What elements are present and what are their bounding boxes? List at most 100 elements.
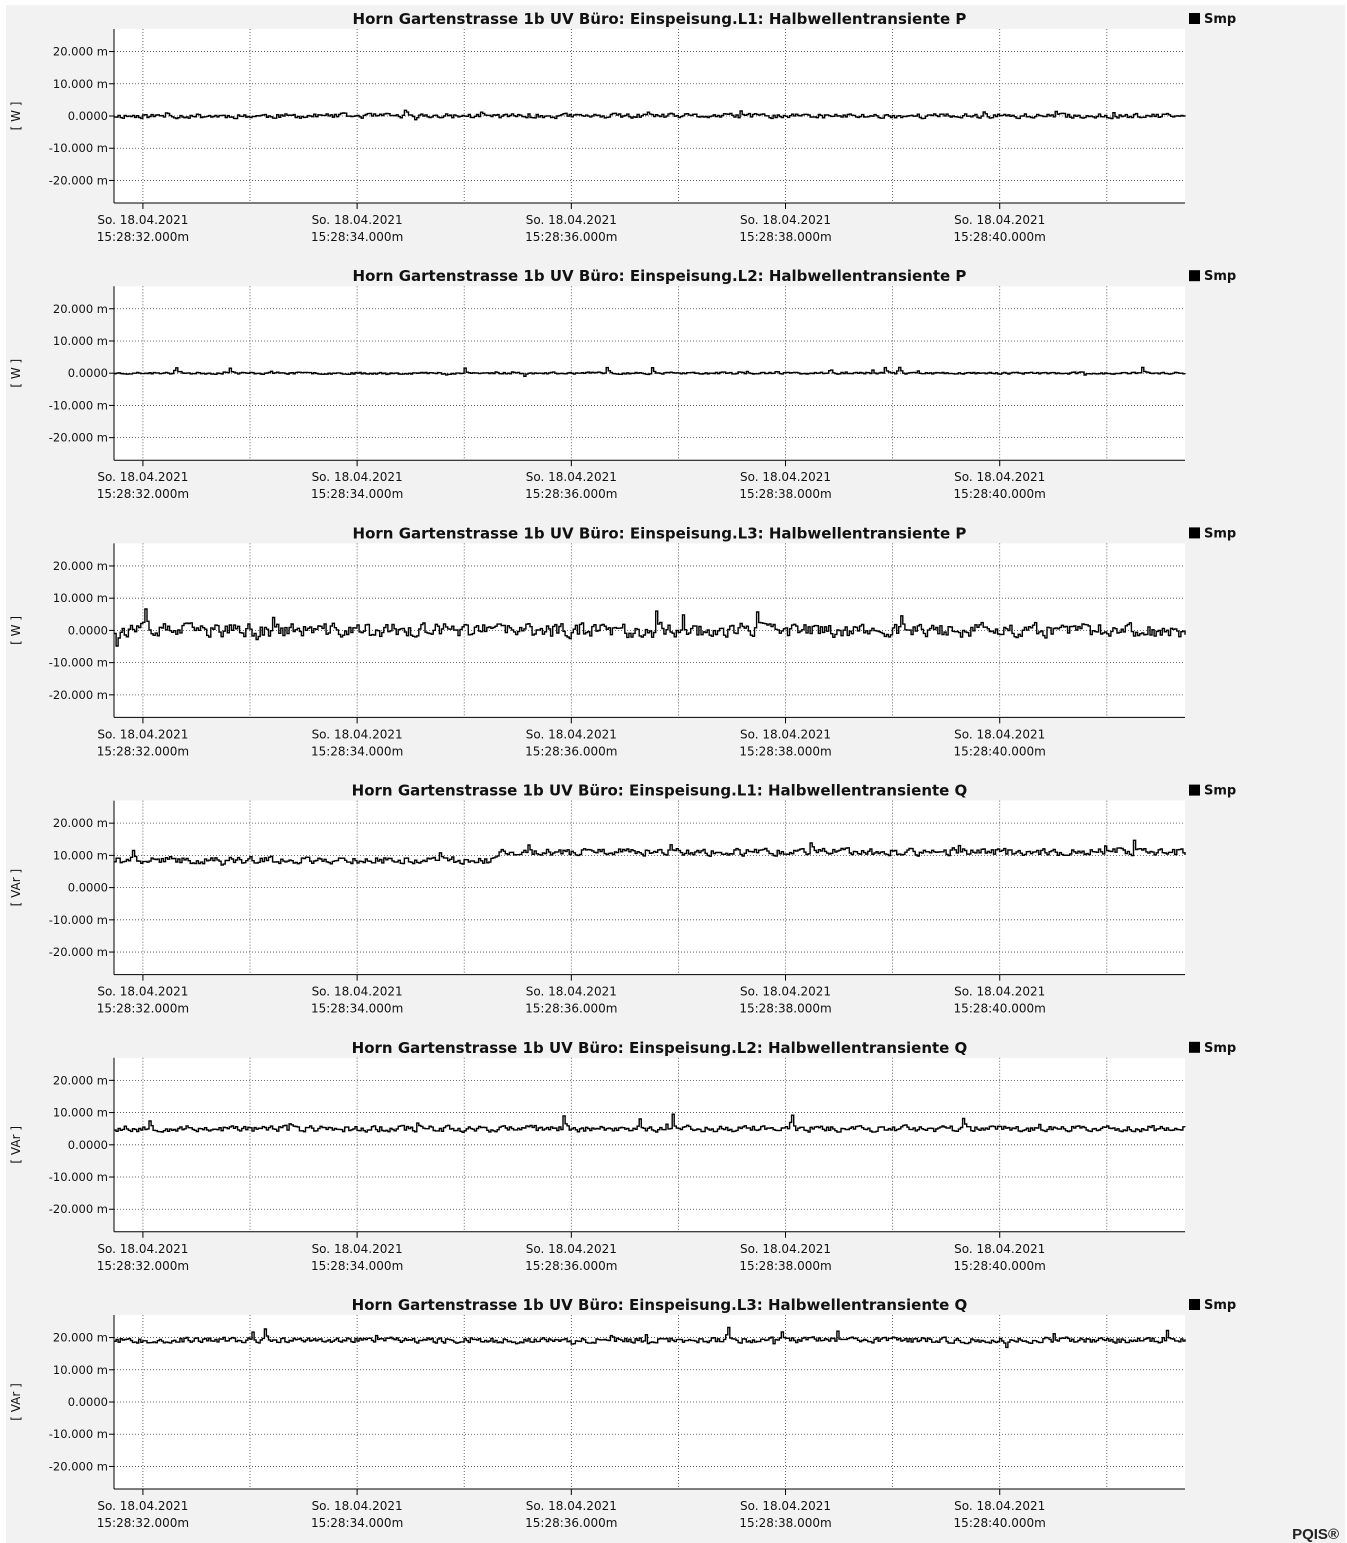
x-tick-date: So. 18.04.2021	[526, 470, 617, 484]
y-tick-label: -20.000 m	[49, 1459, 108, 1473]
x-tick-time: 15:28:36.000m	[525, 230, 617, 244]
y-tick-label: 10.000 m	[53, 1363, 108, 1377]
y-axis-unit: [ VAr ]	[9, 1126, 23, 1164]
x-tick-time: 15:28:32.000m	[97, 1516, 189, 1530]
x-tick-time: 15:28:40.000m	[954, 1002, 1046, 1016]
x-tick-date: So. 18.04.2021	[312, 213, 403, 227]
y-axis-unit: [ W ]	[9, 102, 23, 131]
x-tick-date: So. 18.04.2021	[97, 213, 188, 227]
x-tick-time: 15:28:32.000m	[97, 744, 189, 758]
legend-swatch	[1189, 1041, 1200, 1053]
x-tick-date: So. 18.04.2021	[526, 985, 617, 999]
chart-title: Horn Gartenstrasse 1b UV Büro: Einspeisu…	[353, 524, 967, 542]
x-tick-date: So. 18.04.2021	[954, 727, 1045, 741]
x-tick-date: So. 18.04.2021	[312, 1242, 403, 1256]
x-tick-time: 15:28:36.000m	[525, 744, 617, 758]
x-tick-time: 15:28:32.000m	[97, 487, 189, 501]
x-tick-date: So. 18.04.2021	[526, 1499, 617, 1513]
chart-title: Horn Gartenstrasse 1b UV Büro: Einspeisu…	[352, 1296, 968, 1314]
legend-label: Smp	[1204, 526, 1236, 541]
series-line-smp	[114, 608, 1186, 647]
y-tick-label: 20.000 m	[53, 302, 108, 316]
legend-swatch	[1189, 1299, 1200, 1310]
x-tick-date: So. 18.04.2021	[526, 727, 617, 741]
x-tick-date: So. 18.04.2021	[954, 1499, 1045, 1513]
legend-label: Smp	[1204, 269, 1236, 284]
chart-title: Horn Gartenstrasse 1b UV Büro: Einspeisu…	[353, 267, 967, 285]
x-tick-date: So. 18.04.2021	[526, 213, 617, 227]
y-tick-label: 10.000 m	[53, 1106, 108, 1120]
x-tick-date: So. 18.04.2021	[97, 1499, 188, 1513]
x-tick-time: 15:28:40.000m	[954, 1516, 1046, 1530]
series-line-smp	[114, 1326, 1186, 1349]
x-tick-date: So. 18.04.2021	[312, 470, 403, 484]
x-tick-time: 15:28:36.000m	[525, 1002, 617, 1016]
y-tick-label: -20.000 m	[49, 173, 108, 187]
y-tick-label: -20.000 m	[49, 431, 108, 445]
x-tick-time: 15:28:38.000m	[739, 1516, 831, 1530]
x-tick-time: 15:28:34.000m	[311, 1002, 403, 1016]
x-tick-date: So. 18.04.2021	[312, 727, 403, 741]
x-tick-time: 15:28:40.000m	[954, 744, 1046, 758]
legend-swatch	[1189, 13, 1200, 24]
y-tick-label: -10.000 m	[49, 656, 108, 670]
x-tick-time: 15:28:38.000m	[739, 230, 831, 244]
x-tick-time: 15:28:34.000m	[311, 487, 403, 501]
x-tick-date: So. 18.04.2021	[740, 985, 831, 999]
plot-area	[114, 800, 1185, 975]
y-tick-label: -20.000 m	[49, 945, 108, 959]
y-tick-label: 10.000 m	[53, 591, 108, 605]
y-tick-label: -10.000 m	[49, 141, 108, 155]
x-tick-time: 15:28:40.000m	[954, 230, 1046, 244]
x-tick-date: So. 18.04.2021	[740, 727, 831, 741]
x-tick-time: 15:28:34.000m	[311, 744, 403, 758]
chart-panel: Horn Gartenstrasse 1b UV Büro: Einspeisu…	[9, 267, 1236, 501]
y-axis-unit: [ W ]	[9, 616, 23, 645]
y-tick-label: 10.000 m	[53, 848, 108, 862]
x-tick-date: So. 18.04.2021	[954, 470, 1045, 484]
x-tick-date: So. 18.04.2021	[526, 1242, 617, 1256]
x-tick-time: 15:28:32.000m	[97, 230, 189, 244]
legend-label: Smp	[1204, 12, 1236, 27]
y-tick-label: 0.0000	[68, 881, 108, 895]
chart-sheet: Horn Gartenstrasse 1b UV Büro: Einspeisu…	[6, 5, 1345, 1543]
chart-panel: Horn Gartenstrasse 1b UV Büro: Einspeisu…	[9, 1039, 1236, 1273]
y-tick-label: 0.0000	[68, 1138, 108, 1152]
x-tick-date: So. 18.04.2021	[740, 470, 831, 484]
y-tick-label: 20.000 m	[53, 559, 108, 573]
x-tick-time: 15:28:38.000m	[739, 744, 831, 758]
x-tick-date: So. 18.04.2021	[740, 213, 831, 227]
x-tick-date: So. 18.04.2021	[97, 470, 188, 484]
charts-canvas: Horn Gartenstrasse 1b UV Büro: Einspeisu…	[9, 10, 1236, 1530]
x-tick-date: So. 18.04.2021	[97, 727, 188, 741]
x-tick-date: So. 18.04.2021	[740, 1499, 831, 1513]
y-tick-label: 0.0000	[68, 366, 108, 380]
x-tick-time: 15:28:36.000m	[525, 1516, 617, 1530]
x-tick-time: 15:28:32.000m	[97, 1002, 189, 1016]
x-tick-date: So. 18.04.2021	[312, 1499, 403, 1513]
chart-title: Horn Gartenstrasse 1b UV Büro: Einspeisu…	[352, 1039, 968, 1057]
y-tick-label: -20.000 m	[49, 688, 108, 702]
chart-title: Horn Gartenstrasse 1b UV Büro: Einspeisu…	[352, 782, 968, 800]
plot-area	[114, 1057, 1185, 1232]
y-tick-label: 0.0000	[68, 1395, 108, 1409]
series-line-smp	[114, 839, 1186, 866]
y-tick-label: -10.000 m	[49, 1427, 108, 1441]
x-tick-date: So. 18.04.2021	[97, 985, 188, 999]
y-axis-unit: [ W ]	[9, 359, 23, 388]
legend-label: Smp	[1204, 1041, 1236, 1056]
chart-panel: Horn Gartenstrasse 1b UV Büro: Einspeisu…	[9, 1296, 1236, 1530]
legend-swatch	[1189, 527, 1200, 539]
x-tick-time: 15:28:38.000m	[739, 1002, 831, 1016]
y-tick-label: 20.000 m	[53, 1073, 108, 1087]
legend-label: Smp	[1204, 1298, 1236, 1313]
chart-panel: Horn Gartenstrasse 1b UV Büro: Einspeisu…	[9, 524, 1236, 758]
y-tick-label: 0.0000	[68, 623, 108, 637]
x-tick-date: So. 18.04.2021	[954, 213, 1045, 227]
y-tick-label: -20.000 m	[49, 1202, 108, 1216]
brand-label: PQIS®	[1292, 1526, 1339, 1543]
chart-title: Horn Gartenstrasse 1b UV Büro: Einspeisu…	[353, 10, 967, 28]
x-tick-date: So. 18.04.2021	[954, 985, 1045, 999]
y-tick-label: -10.000 m	[49, 913, 108, 927]
x-tick-time: 15:28:40.000m	[954, 487, 1046, 501]
